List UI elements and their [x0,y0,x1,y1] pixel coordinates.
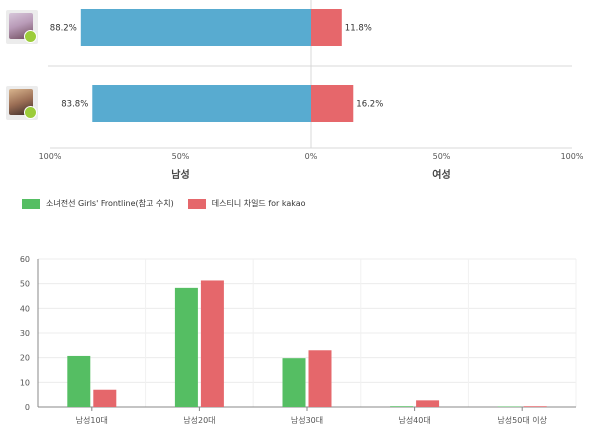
x-tick-label-3: 50% [433,152,451,161]
x-tick-label-4: 남성50대 이상 [497,415,547,425]
y-tick-label-3: 30 [20,329,30,338]
x-tick-label-1: 50% [172,152,190,161]
bar-series0-cat2 [282,358,306,407]
bar-series1-cat0 [93,389,117,407]
legend-swatch-girls-frontline [22,198,40,209]
x-tick-label-0: 100% [39,152,62,161]
age-distribution-chart: 0 10 20 30 40 50 60 남성10대 남성20대 남성30대 남성40대 남성50대 이… [20,255,577,425]
male-category-label: 남성 [171,168,189,181]
android-icon [24,30,37,43]
legend-swatch-destiny-child [187,198,206,209]
bar-series0-cat1 [174,287,198,407]
x-tick-label-0: 남성10대 [76,416,108,425]
gender-ratio-chart: 88.2% 11.8% 83.8% 16.2% 100% 50% 0% 50% 100% 남성 여성 [39,0,584,181]
male-value-label-0: 88.2% [50,24,77,34]
female-bar-0 [311,9,342,46]
chart-legend: 소녀전선 Girls' Frontline(참고 수치) 데스티니 차일드 fo… [22,198,306,209]
female-category-label: 여성 [432,168,450,181]
bar-series1-cat4 [523,406,547,407]
y-tick-label-6: 60 [20,255,30,264]
female-value-label-1: 16.2% [356,100,383,110]
bar-series1-cat2 [308,350,332,407]
destiny-child-app-icon [6,86,38,120]
legend-label-girls-frontline: 소녀전선 Girls' Frontline(참고 수치) [46,199,174,208]
male-value-label-1: 83.8% [61,100,88,110]
x-tick-label-4: 100% [561,152,584,161]
bar-series0-cat3 [390,406,414,407]
legend-item-girls-frontline[interactable]: 소녀전선 Girls' Frontline(참고 수치) [22,198,174,209]
y-tick-label-1: 10 [20,378,30,387]
girls-frontline-app-icon [6,10,38,44]
y-tick-label-5: 50 [20,280,30,289]
y-tick-label-4: 40 [20,304,30,313]
x-tick-label-3: 남성40대 [398,416,430,425]
android-icon [24,106,37,119]
x-tick-label-2: 0% [305,152,318,161]
bar-series1-cat3 [416,400,440,407]
x-tick-label-2: 남성30대 [291,416,323,425]
bar-series0-cat0 [67,355,91,407]
y-tick-label-0: 0 [25,403,30,412]
legend-item-destiny-child[interactable]: 데스티니 차일드 for kakao [187,198,306,209]
legend-label-destiny-child: 데스티니 차일드 for kakao [211,199,306,208]
female-value-label-0: 11.8% [345,24,372,34]
female-bar-1 [311,85,354,122]
x-tick-label-1: 남성20대 [183,416,215,425]
male-bar-0 [80,9,311,46]
bar-series1-cat1 [200,280,224,407]
male-bar-1 [92,85,311,122]
y-tick-label-2: 20 [20,354,30,363]
